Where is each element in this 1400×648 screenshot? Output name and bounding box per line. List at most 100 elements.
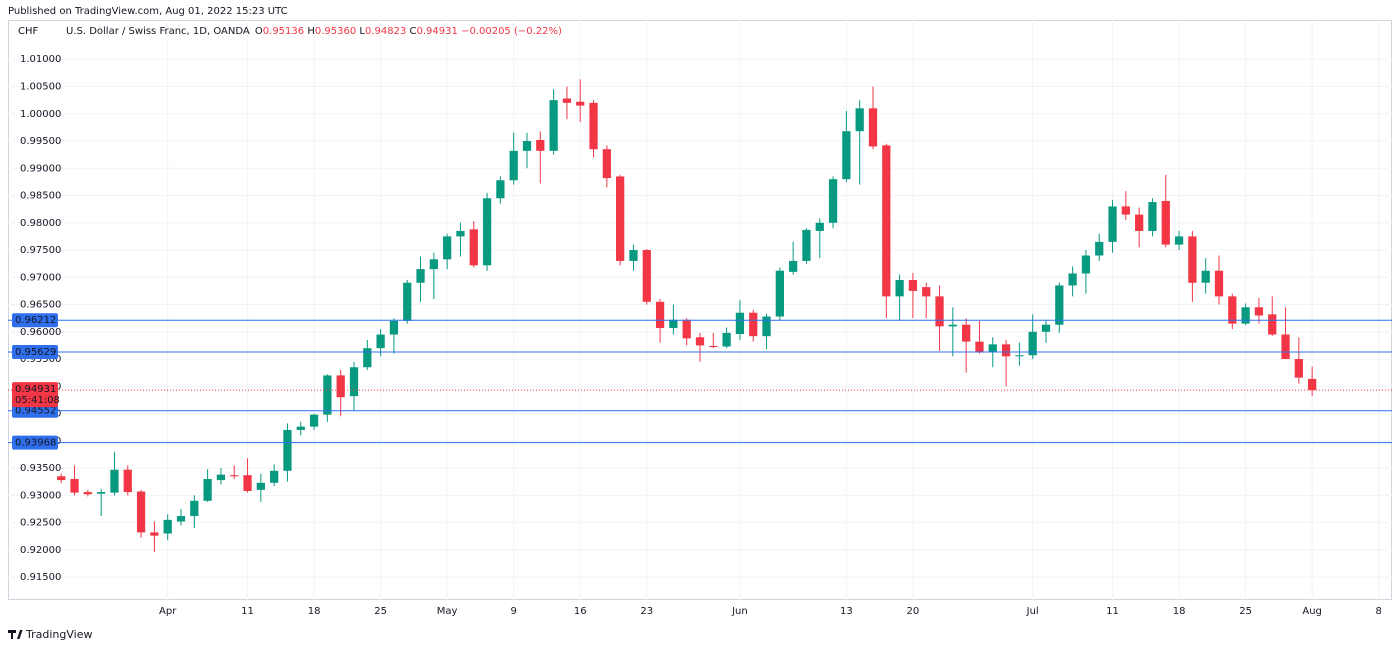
- candle-body: [562, 98, 572, 103]
- o-label: O: [255, 26, 263, 37]
- y-tick-label: 0.98500: [20, 191, 61, 202]
- candle-body: [1268, 314, 1277, 335]
- candle-body: [1081, 255, 1091, 274]
- candle-body: [363, 348, 372, 368]
- y-tick-label: 0.93500: [20, 463, 61, 474]
- y-tick-label: 0.97500: [20, 245, 61, 256]
- candle-body: [403, 282, 412, 321]
- x-tick-label: 18: [308, 606, 321, 617]
- candle-body: [762, 316, 771, 337]
- candle-body: [270, 470, 279, 483]
- y-tick-label: 0.99500: [20, 136, 61, 147]
- candle-body: [243, 475, 252, 491]
- candle-body: [735, 312, 745, 334]
- candle-body: [1241, 307, 1250, 324]
- candle-body: [70, 478, 79, 493]
- price-line-label-box: [12, 435, 58, 450]
- h-label: H: [307, 26, 315, 37]
- candle-body: [336, 375, 345, 398]
- candle-body: [935, 296, 944, 327]
- candle-body: [842, 131, 851, 180]
- x-tick-label: Aug: [1302, 606, 1322, 617]
- brand: TradingView: [8, 628, 92, 641]
- candle-body: [975, 341, 984, 353]
- x-tick-label: May: [437, 606, 458, 617]
- candle-body: [868, 108, 878, 147]
- y-tick-label: 1.00500: [20, 82, 61, 93]
- candle-body: [789, 260, 798, 272]
- y-tick-label: 0.93000: [20, 490, 61, 501]
- x-tick-label: 9: [511, 606, 517, 617]
- candle-body: [775, 270, 784, 317]
- candle-body: [655, 301, 665, 328]
- price-line-label-box: [12, 313, 58, 328]
- candle-body: [1135, 214, 1144, 231]
- candle-body: [1281, 334, 1290, 360]
- brand-logo: [8, 630, 23, 639]
- candle-body: [1188, 236, 1197, 283]
- price-line-label: 0.93968: [15, 438, 56, 449]
- candle-body: [256, 482, 265, 490]
- candle-body: [190, 500, 199, 517]
- plot-frame: [8, 20, 1392, 600]
- candle-body: [1308, 378, 1317, 391]
- x-tick-label: 25: [374, 606, 387, 617]
- candle-body: [695, 337, 705, 346]
- candle-body: [536, 139, 545, 151]
- candle-body: [1068, 273, 1077, 286]
- candle-body: [110, 469, 119, 493]
- candle-body: [948, 324, 957, 327]
- candle-body: [828, 179, 838, 223]
- candle-body: [150, 532, 159, 536]
- candle-body: [456, 230, 465, 237]
- candle-body: [163, 519, 172, 534]
- grid: [8, 20, 1392, 600]
- price-line-label-box: [12, 345, 58, 360]
- candle-body: [1015, 355, 1024, 357]
- x-tick-label: Jun: [731, 606, 748, 617]
- candle-body: [57, 476, 66, 481]
- x-tick-label: 8: [1376, 606, 1382, 617]
- published-note: Published on TradingView.com, Aug 01, 20…: [8, 6, 288, 17]
- candle-body: [323, 375, 332, 415]
- candle-body: [589, 102, 598, 150]
- c-label: C: [410, 26, 417, 37]
- candle-body: [443, 236, 452, 260]
- candle-body: [1001, 344, 1011, 357]
- x-tick-label: 16: [574, 606, 587, 617]
- y-tick-label: 1.00000: [20, 109, 61, 120]
- change-value: −0.00205 (−0.22%): [461, 26, 562, 37]
- x-tick-label: 11: [1106, 606, 1119, 617]
- candle-body: [136, 491, 146, 533]
- candle-body: [1254, 307, 1264, 316]
- overlay: 0.915000.920000.925000.930000.935000.940…: [8, 54, 1392, 617]
- x-tick-label: 18: [1173, 606, 1186, 617]
- candle-body: [815, 222, 824, 231]
- x-tick-label: 23: [640, 606, 653, 617]
- candle-body: [642, 250, 651, 302]
- candle-body: [1161, 200, 1170, 245]
- y-tick-label: 1.01000: [20, 54, 61, 65]
- candle-body: [1294, 359, 1303, 378]
- candle-body: [1055, 285, 1064, 325]
- candle-body: [922, 287, 931, 297]
- candle-body: [469, 229, 478, 266]
- candle-body: [749, 312, 758, 337]
- l-value: 0.94823: [365, 26, 406, 37]
- candle-body: [629, 250, 638, 261]
- candle-body: [602, 149, 611, 179]
- y-tick-label: 0.96000: [20, 327, 61, 338]
- h-value: 0.95360: [315, 26, 356, 37]
- candle-body: [482, 198, 492, 266]
- candle-body: [349, 367, 359, 397]
- candles: [57, 79, 1317, 553]
- candle-body: [1028, 331, 1037, 356]
- candle-body: [1041, 324, 1051, 332]
- candle-body: [296, 426, 305, 430]
- candle-body: [1148, 202, 1157, 231]
- candle-body: [1228, 296, 1237, 324]
- candle-body: [309, 414, 319, 427]
- price-line-label: 0.94552: [15, 406, 56, 417]
